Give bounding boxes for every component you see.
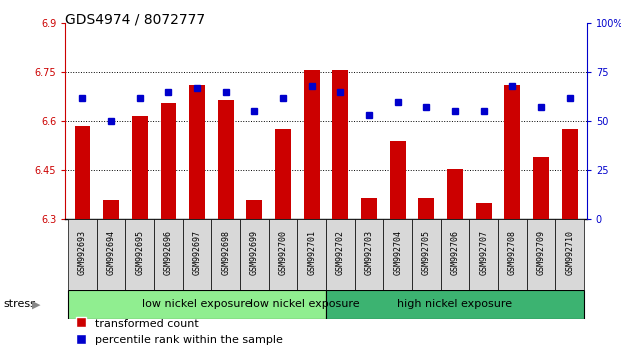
Bar — [419, 198, 434, 219]
Text: GSM992696: GSM992696 — [164, 230, 173, 275]
Bar — [504, 85, 520, 219]
FancyBboxPatch shape — [211, 219, 240, 290]
Text: GSM992709: GSM992709 — [537, 230, 545, 275]
Bar — [447, 169, 463, 219]
Bar — [326, 290, 584, 319]
Bar — [68, 290, 326, 319]
Bar — [132, 116, 148, 219]
FancyBboxPatch shape — [441, 219, 469, 290]
FancyBboxPatch shape — [326, 219, 355, 290]
FancyBboxPatch shape — [469, 219, 498, 290]
Text: GSM992706: GSM992706 — [450, 230, 460, 275]
Text: stress: stress — [3, 299, 36, 309]
Text: GSM992700: GSM992700 — [279, 230, 288, 275]
FancyBboxPatch shape — [154, 219, 183, 290]
FancyBboxPatch shape — [269, 219, 297, 290]
Text: GSM992698: GSM992698 — [221, 230, 230, 275]
Text: GSM992705: GSM992705 — [422, 230, 431, 275]
Bar — [275, 130, 291, 219]
FancyBboxPatch shape — [498, 219, 527, 290]
Bar — [218, 100, 233, 219]
Text: GSM992693: GSM992693 — [78, 230, 87, 275]
Text: ▶: ▶ — [32, 299, 40, 309]
Text: GSM992697: GSM992697 — [193, 230, 202, 275]
Text: GSM992703: GSM992703 — [365, 230, 373, 275]
Text: high nickel exposure: high nickel exposure — [397, 299, 512, 309]
Text: GSM992699: GSM992699 — [250, 230, 259, 275]
Text: low nickel exposure: low nickel exposure — [142, 299, 252, 309]
Bar — [533, 157, 549, 219]
Text: GDS4974 / 8072777: GDS4974 / 8072777 — [65, 12, 206, 27]
Bar — [361, 198, 377, 219]
FancyBboxPatch shape — [355, 219, 383, 290]
Text: GSM992707: GSM992707 — [479, 230, 488, 275]
Bar — [476, 203, 492, 219]
Text: low nickel exposure: low nickel exposure — [250, 299, 360, 309]
FancyBboxPatch shape — [68, 219, 97, 290]
FancyBboxPatch shape — [527, 219, 555, 290]
Bar — [304, 70, 320, 219]
Bar — [562, 130, 578, 219]
FancyBboxPatch shape — [383, 219, 412, 290]
Bar — [103, 200, 119, 219]
Text: GSM992694: GSM992694 — [107, 230, 116, 275]
FancyBboxPatch shape — [97, 219, 125, 290]
Text: GSM992695: GSM992695 — [135, 230, 144, 275]
Text: GSM992704: GSM992704 — [393, 230, 402, 275]
Text: GSM992701: GSM992701 — [307, 230, 316, 275]
Bar — [332, 70, 348, 219]
Text: GSM992708: GSM992708 — [508, 230, 517, 275]
Text: GSM992702: GSM992702 — [336, 230, 345, 275]
Bar — [160, 103, 176, 219]
FancyBboxPatch shape — [555, 219, 584, 290]
Bar — [247, 200, 262, 219]
FancyBboxPatch shape — [125, 219, 154, 290]
FancyBboxPatch shape — [183, 219, 211, 290]
Bar — [189, 85, 205, 219]
Legend: transformed count, percentile rank within the sample: transformed count, percentile rank withi… — [71, 314, 288, 349]
FancyBboxPatch shape — [297, 219, 326, 290]
Bar — [390, 141, 406, 219]
FancyBboxPatch shape — [412, 219, 441, 290]
Text: GSM992710: GSM992710 — [565, 230, 574, 275]
Bar — [75, 126, 90, 219]
FancyBboxPatch shape — [240, 219, 269, 290]
